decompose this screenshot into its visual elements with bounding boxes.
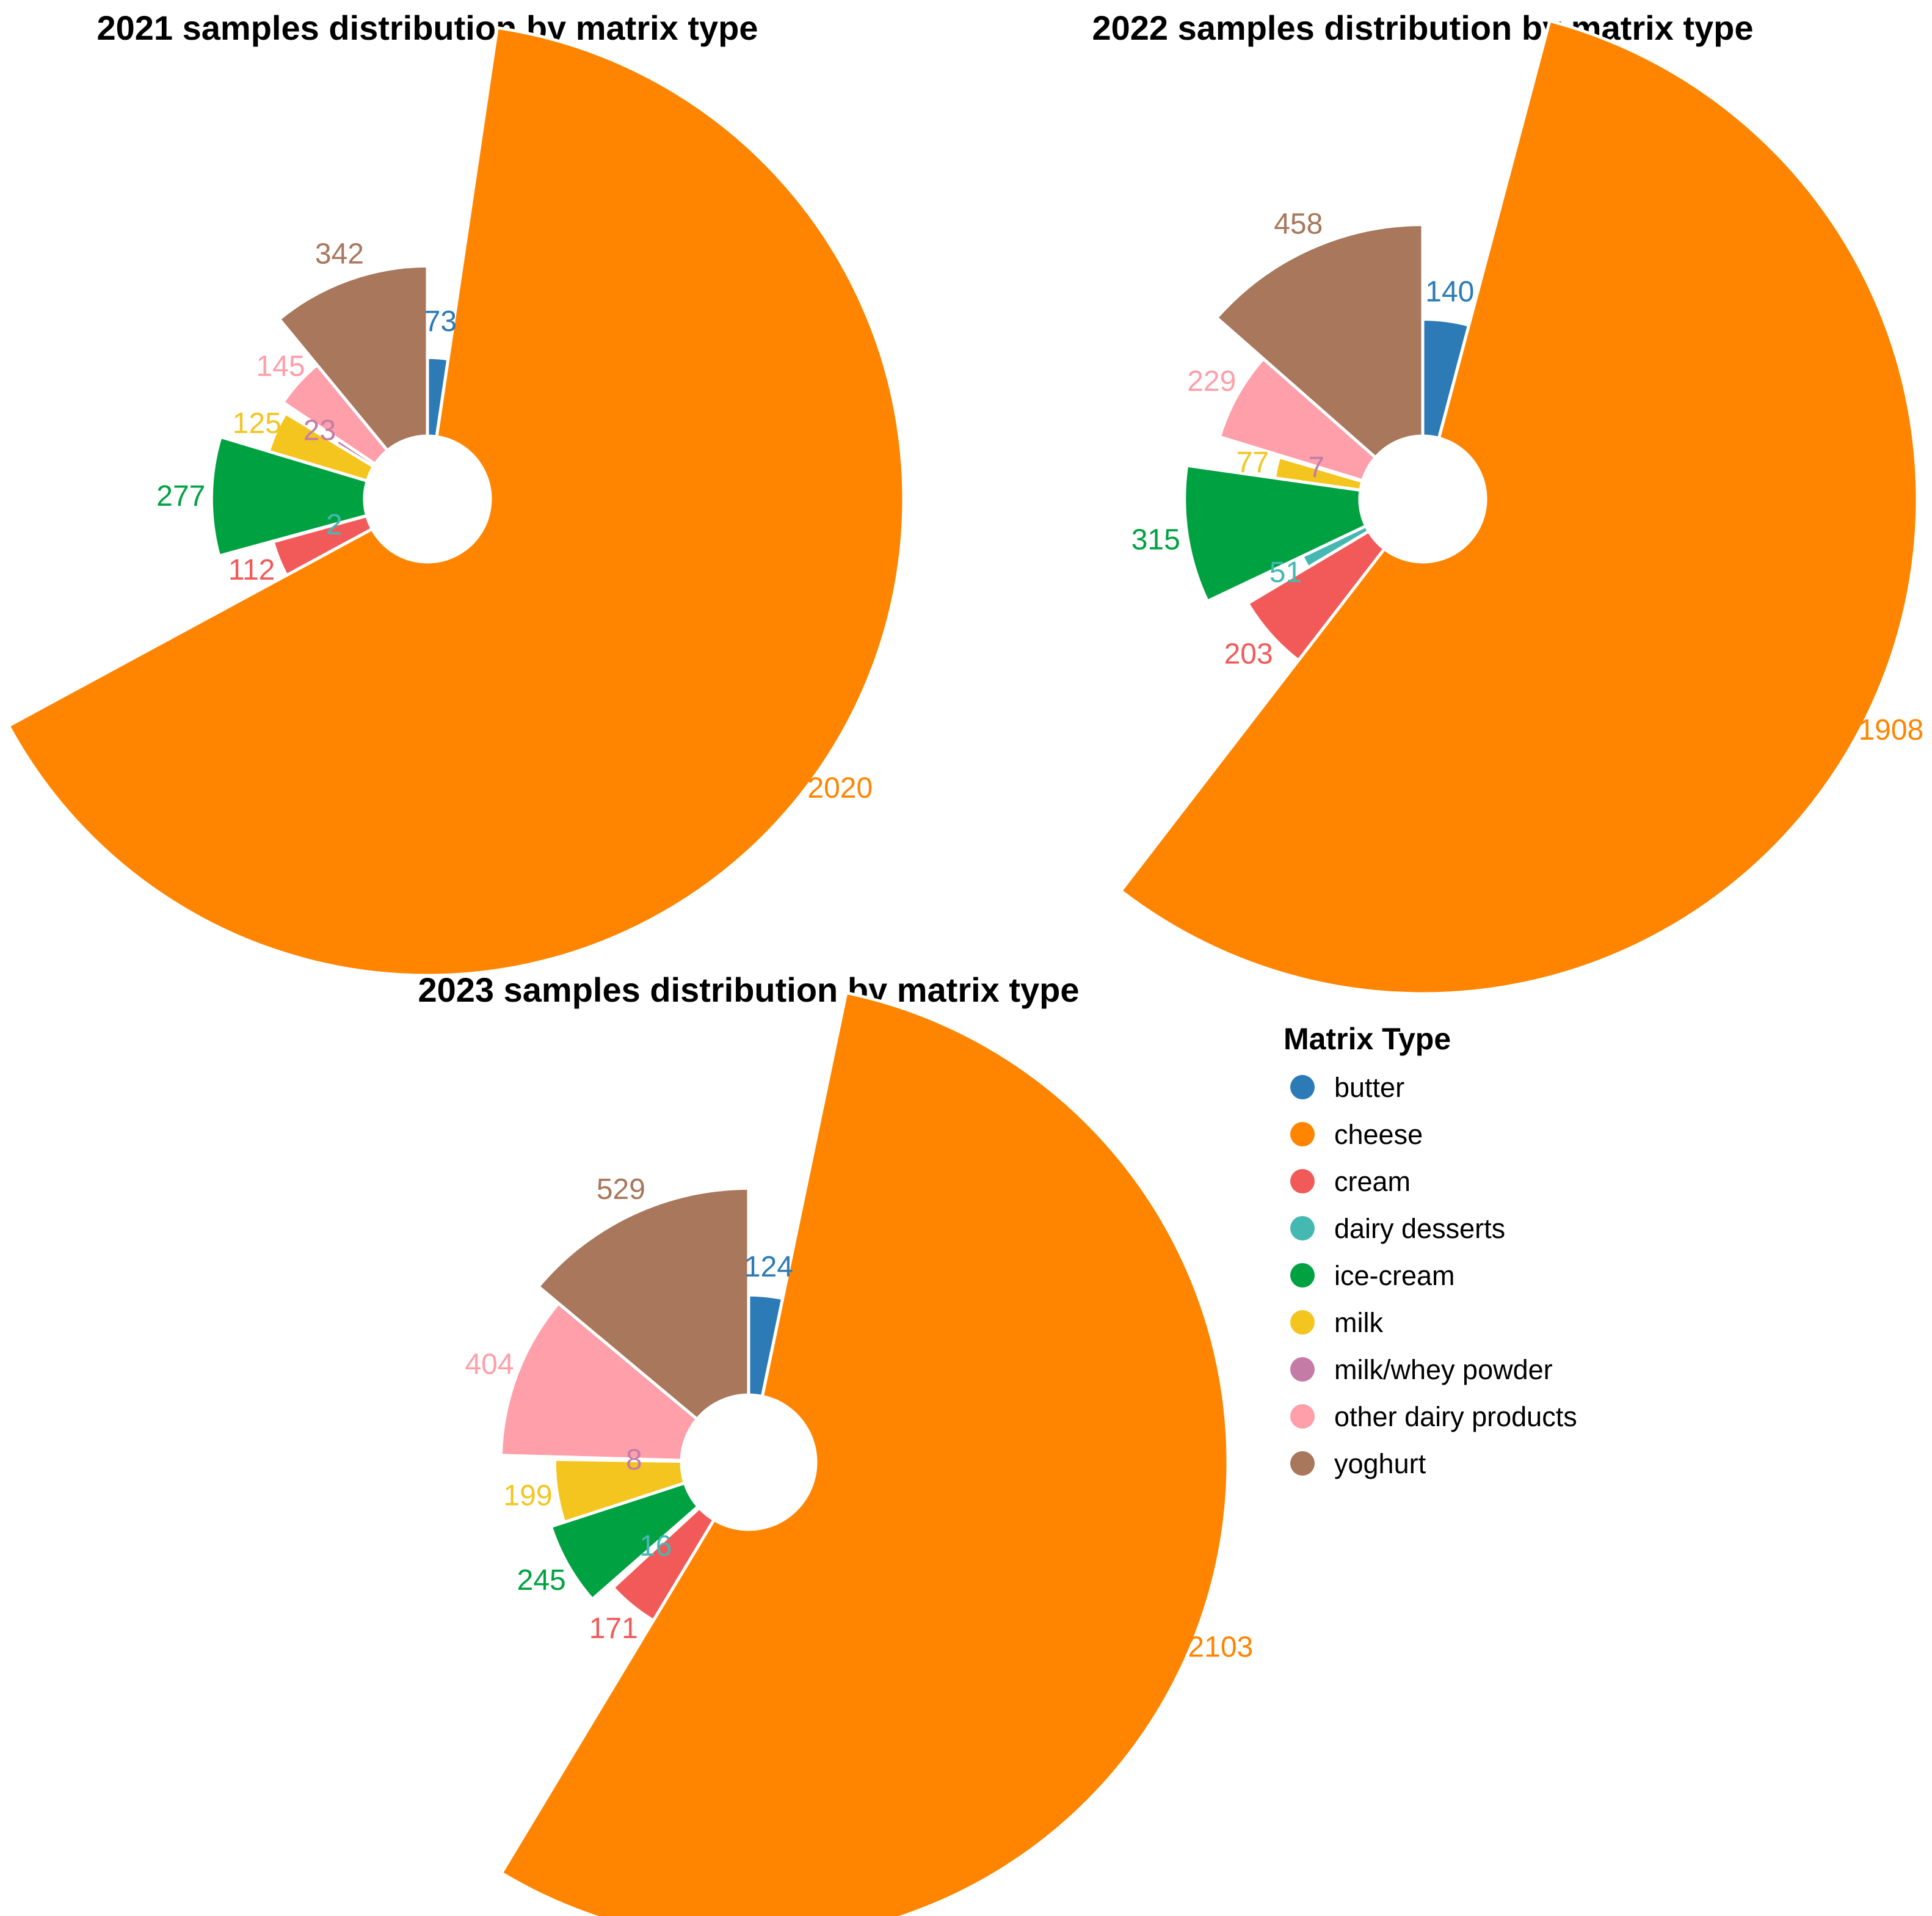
legend-item-milk: milk — [1290, 1307, 1383, 1338]
data-label-milk-whey-powder: 8 — [626, 1444, 642, 1476]
data-label-milk: 77 — [1237, 446, 1269, 479]
slice-yoghurt — [537, 1186, 750, 1421]
slice-cheese — [1119, 19, 1919, 996]
chart-title-2021: 2021 samples distribution by matrix type — [96, 9, 758, 47]
slice-cream — [1246, 530, 1386, 662]
data-label-dairy-desserts: 2 — [326, 509, 343, 541]
slice-milk — [1273, 455, 1364, 492]
legend-marker-cream — [1290, 1169, 1315, 1193]
data-label-other-dairy-products: 229 — [1187, 365, 1236, 398]
slice-other-dairy-products — [499, 1302, 699, 1462]
legend-label-milk: milk — [1334, 1307, 1383, 1338]
slice-cheese — [499, 991, 1230, 1916]
data-label-ice-cream: 245 — [517, 1564, 566, 1597]
data-label-other-dairy-products: 404 — [465, 1348, 514, 1380]
slice-milk — [267, 412, 376, 483]
legend-label-yoghurt: yoghurt — [1334, 1448, 1426, 1479]
legend-label-other-dairy-products: other dairy products — [1334, 1401, 1577, 1432]
slice-cream — [611, 1506, 716, 1622]
slice-other-dairy-products — [1218, 357, 1378, 483]
data-label-cheese: 2020 — [807, 772, 873, 804]
legend-label-butter: butter — [1334, 1072, 1404, 1103]
slice-yoghurt — [1215, 223, 1425, 459]
chart-title-2023: 2023 samples distribution by matrix type — [418, 971, 1079, 1009]
data-label-butter: 73 — [424, 305, 457, 338]
legend-marker-yoghurt — [1290, 1451, 1315, 1476]
legend-title: Matrix Type — [1284, 1022, 1451, 1056]
legend-marker-other-dairy-products — [1290, 1404, 1315, 1429]
legend-label-cream: cream — [1334, 1166, 1411, 1197]
legend-marker-dairy-desserts — [1290, 1216, 1315, 1240]
legend-marker-ice-cream — [1290, 1263, 1315, 1288]
legend-marker-cheese — [1290, 1122, 1315, 1146]
chart-2021: 2021 samples distribution by matrix type… — [7, 9, 906, 977]
data-label-milk: 199 — [503, 1480, 552, 1512]
legend-item-butter: butter — [1290, 1072, 1404, 1103]
data-label-milk-whey-powder: 7 — [1308, 451, 1324, 484]
legend-item-milk-whey-powder: milk/whey powder — [1290, 1354, 1553, 1385]
data-label-milk: 125 — [233, 407, 281, 440]
chart-2023: 2023 samples distribution by matrix type… — [418, 971, 1253, 1916]
data-label-butter: 124 — [744, 1251, 793, 1283]
data-label-yoghurt: 458 — [1274, 208, 1323, 241]
chart-2022: 2022 samples distribution by matrix type… — [1092, 9, 1923, 996]
legend-item-ice-cream: ice-cream — [1290, 1260, 1455, 1291]
data-label-dairy-desserts: 51 — [1269, 556, 1302, 589]
data-label-other-dairy-products: 145 — [256, 350, 305, 382]
slice-yoghurt — [277, 264, 429, 452]
data-label-yoghurt: 342 — [315, 238, 364, 270]
chart-title-2022: 2022 samples distribution by matrix type — [1092, 9, 1753, 47]
legend-label-ice-cream: ice-cream — [1334, 1260, 1455, 1291]
legend-marker-milk-whey-powder — [1290, 1357, 1315, 1382]
slice-ice-cream — [1183, 464, 1368, 603]
legend-marker-milk — [1290, 1310, 1315, 1335]
slice-milk — [553, 1457, 686, 1524]
legend-label-dairy-desserts: dairy desserts — [1334, 1213, 1505, 1244]
data-label-butter: 140 — [1425, 275, 1474, 308]
data-label-ice-cream: 277 — [156, 480, 205, 512]
legend-item-other-dairy-products: other dairy products — [1290, 1401, 1577, 1432]
legend-marker-butter — [1290, 1075, 1315, 1099]
legend-item-dairy-desserts: dairy desserts — [1290, 1213, 1505, 1244]
slice-ice-cream — [209, 435, 369, 558]
data-label-ice-cream: 315 — [1131, 524, 1180, 556]
data-label-cream: 203 — [1224, 638, 1273, 670]
data-label-cheese: 1908 — [1858, 714, 1923, 746]
slice-ice-cream — [549, 1481, 700, 1601]
data-label-cream: 112 — [228, 554, 275, 586]
legend-item-yoghurt: yoghurt — [1290, 1448, 1426, 1479]
legend-label-cheese: cheese — [1334, 1119, 1423, 1150]
data-label-milk-whey-powder: 23 — [303, 415, 336, 447]
data-label-cream: 171 — [589, 1612, 638, 1645]
legend-item-cheese: cheese — [1290, 1119, 1423, 1150]
legend-item-cream: cream — [1290, 1166, 1411, 1197]
data-label-dairy-desserts: 16 — [639, 1530, 672, 1562]
data-label-cheese: 2103 — [1188, 1631, 1253, 1664]
slice-cheese — [7, 26, 906, 977]
legend: Matrix Type butter cheese cream dairy de… — [1284, 1022, 1577, 1479]
legend-label-milk-whey-powder: milk/whey powder — [1334, 1354, 1553, 1385]
data-label-yoghurt: 529 — [597, 1173, 645, 1206]
